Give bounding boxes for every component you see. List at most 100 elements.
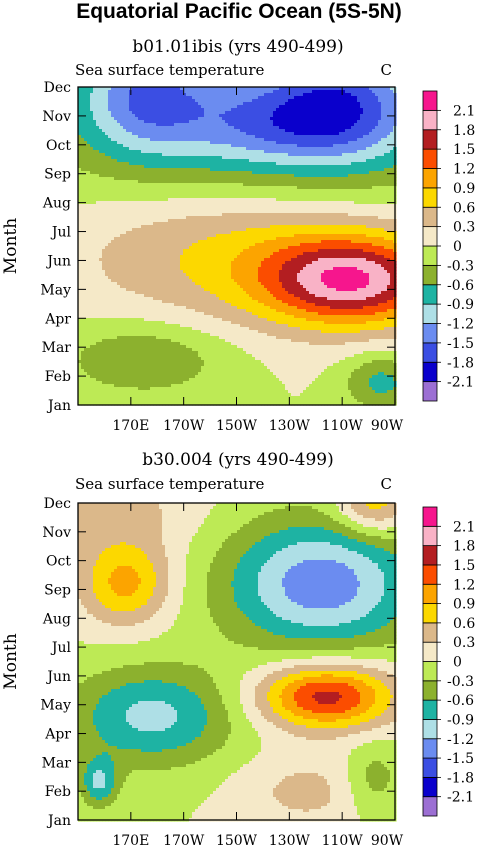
field-cell bbox=[195, 138, 199, 142]
field-cell bbox=[183, 117, 187, 121]
field-cell bbox=[369, 126, 373, 130]
field-cell bbox=[90, 102, 94, 106]
field-cell bbox=[264, 126, 268, 130]
field-cell bbox=[141, 126, 145, 130]
field-cell bbox=[342, 105, 346, 109]
field-cell bbox=[264, 99, 268, 103]
field-cell bbox=[282, 138, 286, 142]
field-cell bbox=[189, 135, 193, 139]
field-cell bbox=[144, 135, 148, 139]
field-cell bbox=[147, 87, 151, 91]
field-cell bbox=[285, 123, 289, 127]
field-cell bbox=[201, 147, 205, 151]
field-cell bbox=[237, 129, 241, 133]
field-cell bbox=[87, 96, 91, 100]
field-cell bbox=[144, 150, 148, 154]
field-cell bbox=[387, 153, 391, 157]
field-cell bbox=[108, 150, 112, 154]
field-cell bbox=[99, 126, 103, 130]
field-cell bbox=[291, 108, 295, 112]
field-cell bbox=[237, 114, 241, 118]
field-cell bbox=[174, 138, 178, 142]
field-cell bbox=[123, 138, 127, 142]
field-cell bbox=[126, 123, 130, 127]
field-cell bbox=[165, 114, 169, 118]
field-cell bbox=[294, 123, 298, 127]
field-cell bbox=[267, 102, 271, 106]
field-cell bbox=[351, 150, 355, 154]
field-cell bbox=[219, 156, 223, 160]
field-cell bbox=[258, 99, 262, 103]
field-cell bbox=[162, 102, 166, 106]
field-cell bbox=[153, 87, 157, 91]
field-cell bbox=[330, 102, 334, 106]
field-cell bbox=[138, 105, 142, 109]
field-cell bbox=[366, 111, 370, 115]
field-cell bbox=[111, 120, 115, 124]
field-cell bbox=[276, 90, 280, 94]
field-cell bbox=[147, 135, 151, 139]
field-cell bbox=[324, 159, 328, 163]
field-cell bbox=[348, 93, 352, 97]
field-cell bbox=[123, 153, 127, 157]
field-cell bbox=[189, 132, 193, 136]
field-cell bbox=[333, 99, 337, 103]
field-cell bbox=[321, 150, 325, 154]
field-cell bbox=[309, 90, 313, 94]
field-cell bbox=[93, 99, 97, 103]
field-cell bbox=[264, 129, 268, 133]
field-cell bbox=[183, 90, 187, 94]
field-cell bbox=[177, 123, 181, 127]
field-cell bbox=[276, 105, 280, 109]
field-cell bbox=[168, 111, 172, 115]
field-cell bbox=[177, 150, 181, 154]
field-cell bbox=[126, 132, 130, 136]
field-cell bbox=[147, 129, 151, 133]
field-cell bbox=[87, 102, 91, 106]
field-cell bbox=[207, 126, 211, 130]
field-cell bbox=[381, 105, 385, 109]
field-cell bbox=[240, 120, 244, 124]
field-cell bbox=[135, 138, 139, 142]
field-cell bbox=[330, 105, 334, 109]
field-cell bbox=[240, 102, 244, 106]
variable-label: Sea surface temperature bbox=[75, 61, 265, 79]
field-cell bbox=[195, 87, 199, 91]
field-cell bbox=[291, 141, 295, 145]
field-cell bbox=[384, 99, 388, 103]
field-cell bbox=[213, 126, 217, 130]
field-cell bbox=[141, 162, 145, 166]
field-cell bbox=[198, 144, 202, 148]
field-cell bbox=[312, 99, 316, 103]
field-cell bbox=[390, 108, 394, 112]
field-cell bbox=[384, 87, 388, 91]
field-cell bbox=[351, 117, 355, 121]
field-cell bbox=[90, 141, 94, 145]
field-cell bbox=[156, 114, 160, 118]
field-cell bbox=[351, 141, 355, 145]
field-cell bbox=[159, 93, 163, 97]
field-cell bbox=[87, 90, 91, 94]
field-cell bbox=[360, 123, 364, 127]
field-cell bbox=[282, 144, 286, 148]
field-cell bbox=[366, 147, 370, 151]
field-cell bbox=[384, 117, 388, 121]
field-cell bbox=[285, 114, 289, 118]
field-cell bbox=[201, 108, 205, 112]
field-cell bbox=[315, 132, 319, 136]
field-cell bbox=[93, 138, 97, 142]
field-cell bbox=[354, 102, 358, 106]
field-cell bbox=[381, 141, 385, 145]
field-cell bbox=[78, 105, 82, 109]
field-cell bbox=[360, 150, 364, 154]
field-cell bbox=[273, 129, 277, 133]
field-cell bbox=[138, 156, 142, 160]
field-cell bbox=[276, 123, 280, 127]
field-cell bbox=[369, 99, 373, 103]
field-cell bbox=[276, 108, 280, 112]
field-cell bbox=[294, 153, 298, 157]
field-cell bbox=[117, 87, 121, 91]
field-cell bbox=[183, 123, 187, 127]
field-cell bbox=[204, 96, 208, 100]
field-cell bbox=[390, 129, 394, 133]
